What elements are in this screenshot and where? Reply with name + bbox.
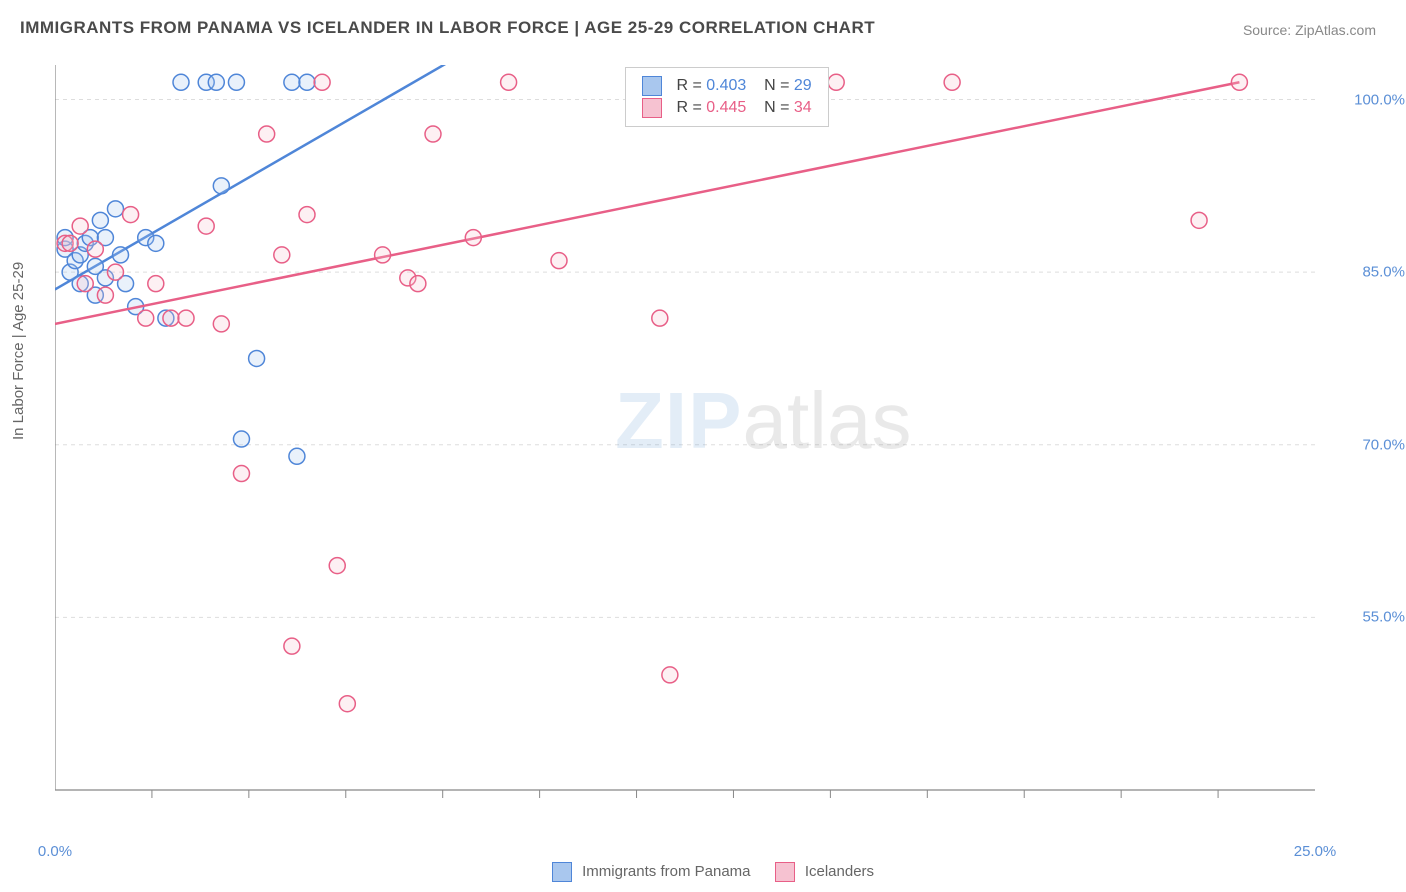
y-axis-label: In Labor Force | Age 25-29 xyxy=(10,262,27,440)
chart-container: ZIPatlas R = 0.403 N = 29 R = 0.445 N = … xyxy=(55,55,1360,830)
legend-label-panama: Immigrants from Panama xyxy=(582,863,750,880)
legend-r-label: R = xyxy=(676,77,706,94)
legend-n-value: 34 xyxy=(794,99,812,116)
source-label: Source: ZipAtlas.com xyxy=(1243,22,1376,38)
swatch-icon xyxy=(552,862,572,882)
legend-r-value: 0.445 xyxy=(706,99,746,116)
legend-n-label: N = xyxy=(751,99,794,116)
chart-title: IMMIGRANTS FROM PANAMA VS ICELANDER IN L… xyxy=(20,18,875,38)
x-tick-label: 0.0% xyxy=(38,843,72,860)
y-tick-label: 85.0% xyxy=(1362,264,1405,281)
swatch-icon xyxy=(642,98,662,118)
correlation-legend: R = 0.403 N = 29 R = 0.445 N = 34 xyxy=(625,67,829,127)
legend-n-label: N = xyxy=(751,77,794,94)
legend-row-panama: R = 0.403 N = 29 xyxy=(642,76,812,96)
scatter-chart xyxy=(55,55,1360,830)
y-tick-label: 55.0% xyxy=(1362,609,1405,626)
x-tick-label: 25.0% xyxy=(1294,843,1337,860)
swatch-icon xyxy=(775,862,795,882)
legend-n-value: 29 xyxy=(794,77,812,94)
legend-label-iceland: Icelanders xyxy=(805,863,874,880)
swatch-icon xyxy=(642,76,662,96)
y-tick-label: 100.0% xyxy=(1354,91,1405,108)
legend-r-label: R = xyxy=(676,99,706,116)
legend-r-value: 0.403 xyxy=(706,77,746,94)
y-tick-label: 70.0% xyxy=(1362,436,1405,453)
series-legend: Immigrants from Panama Icelanders xyxy=(0,862,1406,882)
legend-row-iceland: R = 0.445 N = 34 xyxy=(642,98,812,118)
